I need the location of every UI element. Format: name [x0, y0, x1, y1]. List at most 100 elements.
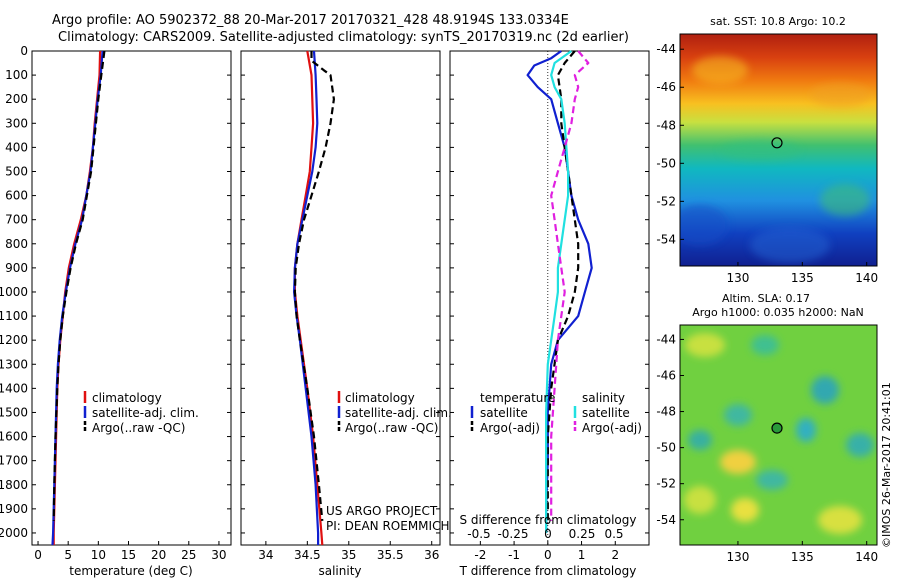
project-annotation: US ARGO PROJECT [326, 504, 438, 518]
sla-high-patch [684, 486, 716, 514]
depth-tick-label: 1700 [0, 454, 28, 468]
depth-tick-label: 1100 [0, 309, 28, 323]
lat-tick-label: -50 [656, 441, 676, 455]
series-line [293, 50, 320, 545]
depth-tick-label: 1300 [0, 357, 28, 371]
series-line [550, 50, 590, 521]
depth-tick-label: 300 [5, 116, 28, 130]
x-tick-label: 15 [121, 548, 136, 562]
x-tick-label: 25 [181, 548, 196, 562]
legend-argo-label: Argo(..raw -QC) [345, 421, 438, 435]
legend-sal-satellite-label: satellite [582, 406, 630, 420]
sla-low-patch [751, 335, 779, 355]
argo-float-marker [771, 422, 783, 434]
series-line [526, 50, 593, 533]
depth-tick-label: 600 [5, 189, 28, 203]
depth-tick-label: 1200 [0, 333, 28, 347]
legend-temperature-heading: temperature [480, 391, 555, 405]
difference-x2label: S difference from climatology [460, 513, 637, 527]
argo-float-marker [771, 137, 783, 149]
salinity-legend: climatology satellite-adj. clim. Argo(..… [337, 391, 452, 435]
legend-climatology-label: climatology [345, 391, 415, 405]
sla-high-patch [720, 450, 756, 474]
top-tick-label: 0.5 [604, 527, 623, 541]
sla-high-patch [731, 498, 759, 522]
lat-tick-label: -50 [656, 156, 676, 170]
x-tick-label: 5 [64, 548, 72, 562]
sla-low-patch [688, 430, 712, 450]
depth-tick-label: 0 [20, 44, 28, 58]
sla-low-patch [796, 418, 816, 442]
legend-salinity-heading: salinity [582, 391, 625, 405]
depth-tick-label: 1400 [0, 381, 28, 395]
depth-tick-label: 1500 [0, 405, 28, 419]
sst-cool-patch [820, 184, 870, 216]
sst-cold-patch [680, 205, 728, 245]
figure-title: Argo profile: AO 5902372_88 20-Mar-2017 … [52, 13, 569, 28]
lat-tick-label: -46 [656, 368, 676, 382]
lat-tick-label: -44 [656, 332, 676, 346]
sst-cool-patch [720, 140, 800, 160]
series-line [544, 50, 573, 533]
x-tick-label: 30 [211, 548, 226, 562]
difference-panel: -2 -1 0 1 2 T difference from climatology S … [449, 50, 650, 578]
lat-tick-label: -54 [656, 513, 676, 527]
depth-tick-label: 900 [5, 261, 28, 275]
legend-sal-argo-label: Argo(-adj) [582, 421, 642, 435]
series-line [293, 51, 335, 522]
x-tick-label: 34.5 [294, 548, 321, 562]
lon-tick-label: 140 [855, 550, 878, 564]
x-tick-label: 0 [544, 548, 552, 562]
depth-tick-label: 1600 [0, 430, 28, 444]
sla-map: Altim. SLA: 0.17 Argo h1000: 0.035 h2000… [656, 292, 878, 564]
series-line [546, 50, 580, 521]
lat-tick-label: -52 [656, 477, 676, 491]
difference-plot-area [449, 50, 650, 546]
lat-tick-label: -54 [656, 232, 676, 246]
lon-tick-label: 130 [726, 271, 749, 285]
salinity-panel: 34 34.5 35 35.5 36 salinity climatology sate… [240, 50, 452, 578]
figure-subtitle: Climatology: CARS2009. Satellite-adjuste… [58, 30, 629, 45]
sla-low-patch [724, 404, 752, 426]
pi-annotation: PI: DEAN ROEMMICH [326, 519, 449, 533]
lat-tick-label: -44 [656, 42, 676, 56]
temperature-panel: 0100200300400500600700800900100011001200… [0, 44, 232, 578]
depth-tick-label: 1000 [0, 285, 28, 299]
x-tick-label: 20 [151, 548, 166, 562]
top-tick-label: -0.5 [467, 527, 490, 541]
salinity-plot-area [240, 50, 441, 546]
legend-temp-argo-label: Argo(-adj) [480, 421, 540, 435]
depth-tick-label: 1800 [0, 478, 28, 492]
legend-argo-label: Argo(..raw -QC) [92, 421, 185, 435]
x-tick-label: 35 [341, 548, 356, 562]
depth-tick-label: 2000 [0, 526, 28, 540]
sst-map-title: sat. SST: 10.8 Argo: 10.2 [710, 15, 846, 28]
salinity-xlabel: salinity [318, 564, 361, 578]
x-tick-label: 2 [611, 548, 619, 562]
temperature-xlabel: temperature (deg C) [69, 564, 192, 578]
depth-tick-label: 700 [5, 213, 28, 227]
lon-tick-label: 140 [855, 271, 878, 285]
x-tick-label: 35.5 [377, 548, 404, 562]
depth-tick-label: 400 [5, 140, 28, 154]
sla-low-patch [811, 376, 839, 404]
lat-tick-label: -52 [656, 194, 676, 208]
sla-low-patch [756, 470, 788, 490]
lon-tick-label: 135 [791, 271, 814, 285]
depth-tick-label: 800 [5, 237, 28, 251]
sla-high-patch [685, 333, 725, 357]
difference-legend: temperature satellite Argo(-adj) salinit… [470, 391, 642, 435]
temperature-plot-area [31, 50, 232, 546]
credit-stamp: ©IMOS 26-Mar-2017 20:41:01 [880, 382, 893, 548]
x-tick-label: 36 [424, 548, 439, 562]
sla-map-frame [679, 324, 878, 546]
x-tick-label: 0 [34, 548, 42, 562]
series-line [52, 50, 106, 521]
depth-tick-label: 100 [5, 68, 28, 82]
lat-tick-label: -48 [656, 405, 676, 419]
sla-low-patch [846, 433, 874, 457]
depth-tick-label: 500 [5, 164, 28, 178]
lat-tick-label: -48 [656, 118, 676, 132]
x-tick-label: -2 [474, 548, 486, 562]
